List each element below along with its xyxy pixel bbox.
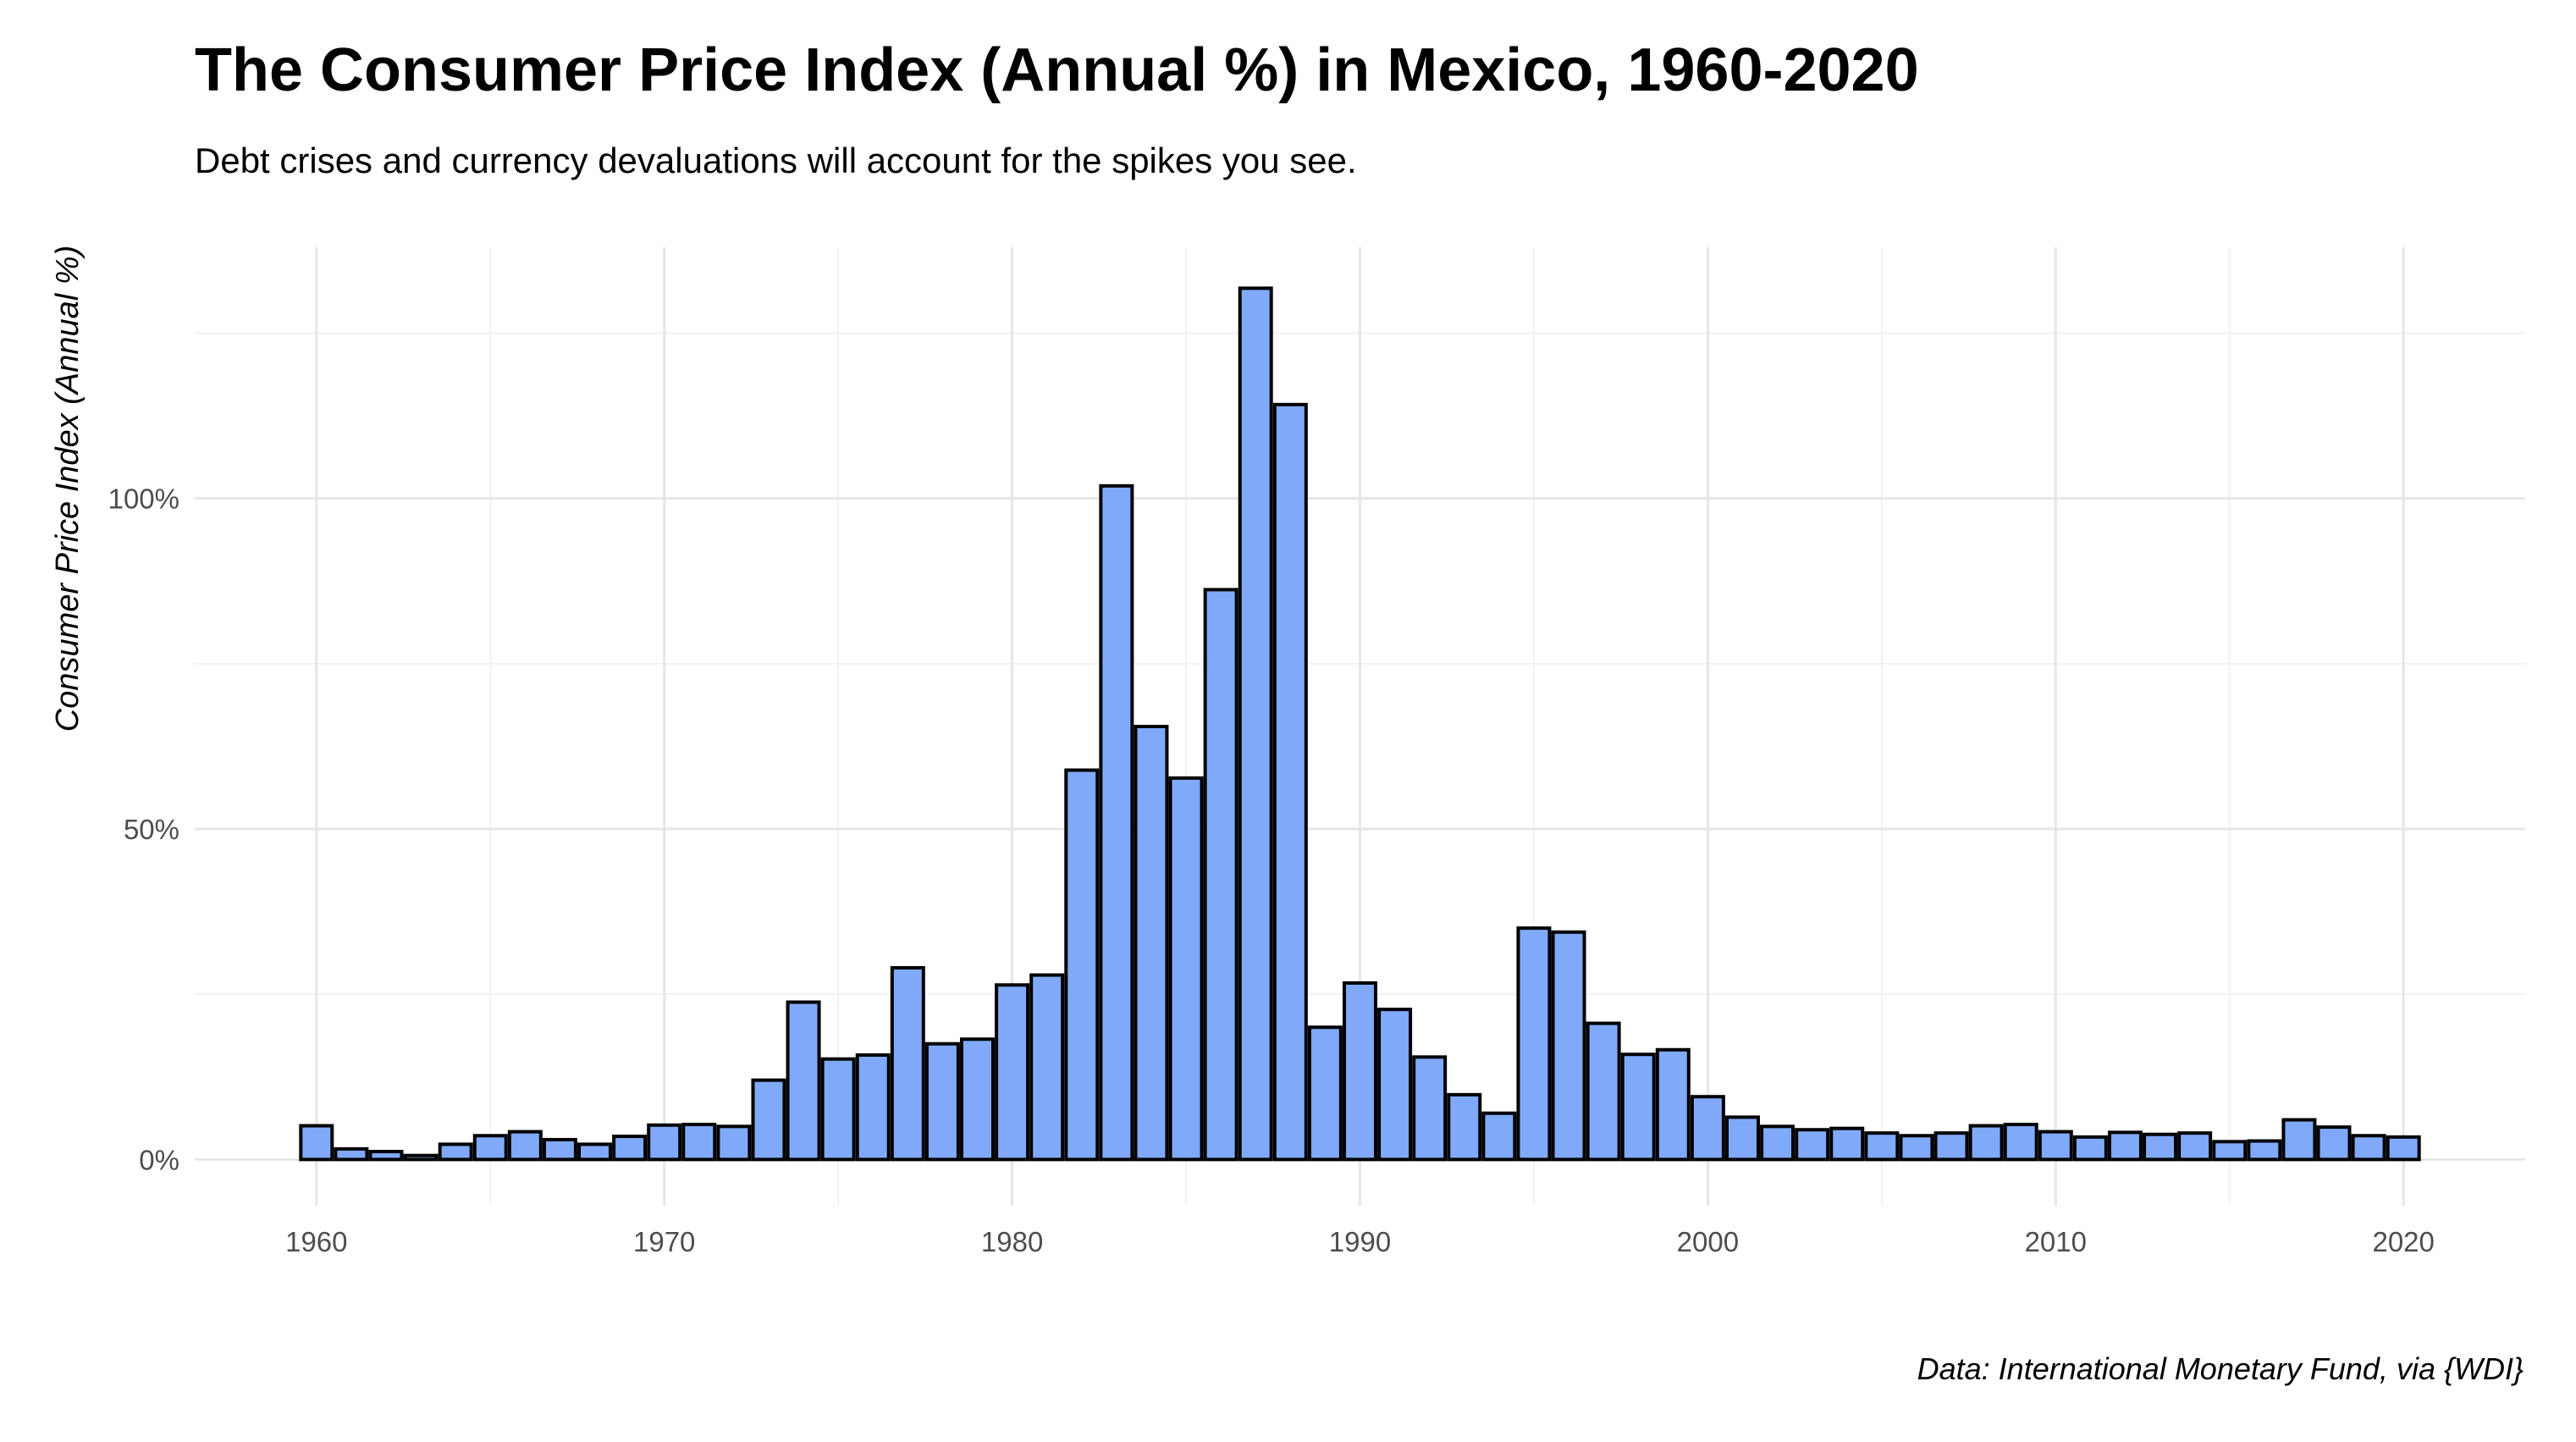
bar-1987 bbox=[1238, 286, 1273, 1162]
axis-ticks: 0% 50% 100% 1960 1970 1980 1990 2000 2010 2020 bbox=[108, 483, 2435, 1257]
bar-2009 bbox=[2003, 1122, 2038, 1162]
x-tick-label: 2020 bbox=[2372, 1226, 2434, 1257]
bar-1993 bbox=[1447, 1092, 1482, 1162]
bar-1980 bbox=[995, 983, 1030, 1162]
bar-2002 bbox=[1760, 1124, 1795, 1162]
bar-2007 bbox=[1933, 1131, 1969, 1162]
bar-1998 bbox=[1620, 1052, 1656, 1162]
chart-subtitle: Debt crises and currency devaluations wi… bbox=[195, 141, 1357, 180]
bar-1986 bbox=[1203, 588, 1238, 1162]
bar-1991 bbox=[1377, 1008, 1413, 1162]
bar-1975 bbox=[820, 1057, 856, 1162]
bar-2020 bbox=[2386, 1135, 2421, 1162]
y-tick-label: 50% bbox=[124, 814, 179, 845]
chart-caption: Data: International Monetary Fund, via {… bbox=[1917, 1351, 2524, 1386]
bar-2019 bbox=[2351, 1134, 2386, 1162]
bar-1990 bbox=[1343, 981, 1377, 1162]
bar-1979 bbox=[960, 1037, 996, 1162]
bar-2017 bbox=[2281, 1118, 2317, 1162]
bar-1964 bbox=[438, 1142, 473, 1162]
bar-2008 bbox=[1968, 1124, 2004, 1162]
bar-2010 bbox=[2038, 1130, 2073, 1162]
bar-2012 bbox=[2107, 1130, 2143, 1162]
bar-1995 bbox=[1516, 926, 1552, 1162]
bar-1969 bbox=[612, 1135, 648, 1162]
bar-1983 bbox=[1099, 483, 1134, 1162]
bar-series bbox=[299, 286, 2421, 1162]
y-tick-label: 100% bbox=[108, 483, 179, 515]
bar-1989 bbox=[1307, 1025, 1343, 1162]
bar-1960 bbox=[299, 1124, 334, 1162]
bar-1997 bbox=[1586, 1021, 1621, 1162]
bar-2000 bbox=[1690, 1095, 1725, 1162]
bar-2015 bbox=[2212, 1140, 2248, 1162]
y-axis-title: Consumer Price Index (Annual %) bbox=[50, 246, 85, 732]
bar-1976 bbox=[855, 1053, 891, 1162]
x-tick-label: 1980 bbox=[981, 1226, 1043, 1257]
bar-1999 bbox=[1655, 1047, 1691, 1162]
bar-1972 bbox=[716, 1124, 752, 1162]
bar-1974 bbox=[786, 1000, 821, 1162]
bar-1968 bbox=[577, 1142, 613, 1162]
bar-1985 bbox=[1168, 776, 1204, 1162]
y-tick-label: 0% bbox=[139, 1144, 179, 1175]
bar-2004 bbox=[1829, 1126, 1865, 1162]
bar-2016 bbox=[2247, 1139, 2282, 1162]
bar-1965 bbox=[472, 1134, 508, 1162]
x-tick-label: 1990 bbox=[1329, 1226, 1391, 1257]
bar-1966 bbox=[507, 1130, 543, 1162]
x-tick-label: 1970 bbox=[633, 1226, 695, 1257]
bar-1992 bbox=[1412, 1055, 1448, 1162]
bar-1970 bbox=[647, 1123, 682, 1162]
bar-2014 bbox=[2177, 1131, 2213, 1162]
bar-1978 bbox=[924, 1041, 960, 1162]
bar-2013 bbox=[2143, 1132, 2178, 1162]
bar-2006 bbox=[1899, 1134, 1934, 1162]
bar-1971 bbox=[681, 1122, 717, 1162]
bar-1962 bbox=[368, 1149, 404, 1162]
bar-2011 bbox=[2072, 1135, 2108, 1162]
bar-1981 bbox=[1029, 973, 1065, 1162]
bar-1963 bbox=[403, 1153, 439, 1162]
bar-1988 bbox=[1272, 402, 1308, 1162]
x-tick-label: 2010 bbox=[2025, 1226, 2087, 1257]
bar-2003 bbox=[1795, 1128, 1830, 1162]
x-tick-label: 2000 bbox=[1677, 1226, 1739, 1257]
bar-1973 bbox=[751, 1078, 786, 1162]
bar-1961 bbox=[334, 1146, 369, 1162]
bar-1982 bbox=[1064, 768, 1100, 1162]
bar-1994 bbox=[1481, 1111, 1517, 1162]
bar-1996 bbox=[1551, 930, 1586, 1162]
x-tick-label: 1960 bbox=[285, 1226, 347, 1257]
bar-2018 bbox=[2316, 1125, 2352, 1162]
bar-1967 bbox=[542, 1137, 577, 1162]
bar-2005 bbox=[1864, 1131, 1900, 1162]
chart-title: The Consumer Price Index (Annual %) in M… bbox=[195, 36, 1919, 104]
bar-1984 bbox=[1134, 725, 1169, 1162]
bar-1977 bbox=[890, 965, 925, 1162]
bar-2001 bbox=[1724, 1115, 1760, 1162]
